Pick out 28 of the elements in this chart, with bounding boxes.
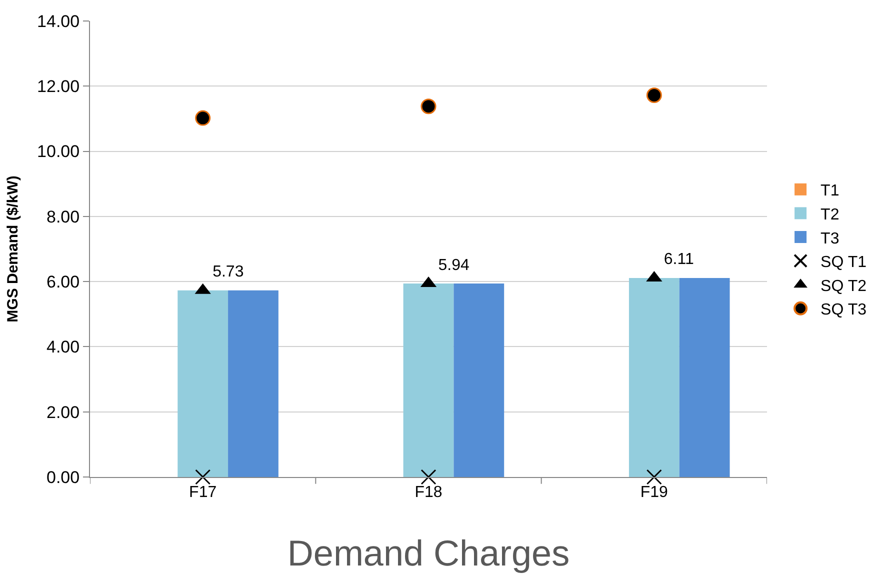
- point: [646, 469, 662, 485]
- x-tick-label: F19: [640, 484, 668, 502]
- data-label: 6.11: [664, 251, 694, 268]
- point: [646, 88, 662, 104]
- legend-label: SQ T1: [820, 254, 867, 272]
- y-tick-label: 10.00: [37, 142, 80, 162]
- legend-label: T1: [820, 182, 840, 200]
- y-tick-label: 6.00: [46, 272, 80, 292]
- legend-label: T3: [820, 230, 840, 248]
- y-tick-label: 14.00: [37, 12, 80, 31]
- x-tick-label: F17: [189, 484, 217, 502]
- y-tick-label: 2.00: [46, 402, 80, 422]
- data-label: 5.94: [438, 256, 470, 274]
- x-tick-label: F18: [414, 484, 442, 502]
- point: [420, 469, 436, 485]
- point: [420, 98, 436, 114]
- legend-label: SQ T2: [820, 278, 867, 295]
- text: Demand Charges: [287, 532, 570, 574]
- data-label: 5.73: [212, 264, 244, 281]
- y-tick-label: 0.00: [46, 468, 80, 487]
- point: [195, 110, 211, 126]
- y-tick-label: 12.00: [37, 77, 80, 96]
- y-tick-label: 4.00: [46, 338, 80, 357]
- y-axis-title: MGS Demand ($/kW): [4, 176, 22, 322]
- point: [195, 469, 211, 485]
- y-tick-label: 8.00: [46, 207, 80, 226]
- legend-label: T2: [820, 206, 840, 224]
- legend-label: SQ T3: [820, 302, 867, 319]
